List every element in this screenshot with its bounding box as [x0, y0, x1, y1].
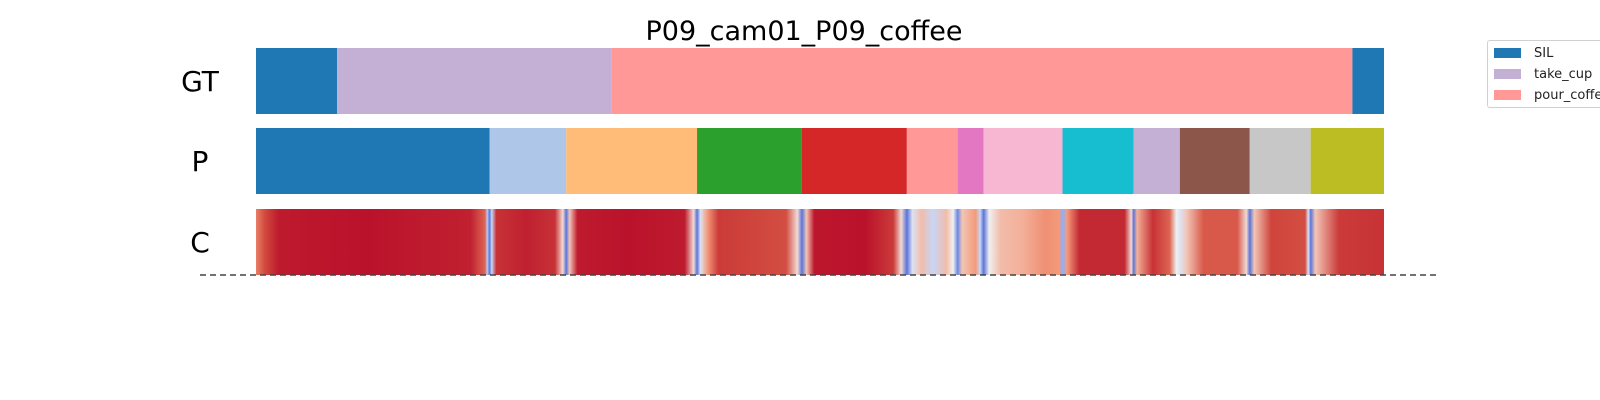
segment-gt-2: [611, 48, 1353, 114]
segment-p-11: [1249, 128, 1311, 194]
segment-p-5: [906, 128, 958, 194]
segment-gt-1: [337, 48, 612, 114]
segment-p-10: [1179, 128, 1250, 194]
segment-p-7: [983, 128, 1063, 194]
legend-label-sil: SIL: [1534, 45, 1554, 61]
segment-p-12: [1310, 128, 1384, 194]
segment-p-8: [1062, 128, 1134, 194]
chart-title: P09_cam01_P09_coffee: [645, 16, 962, 47]
segment-p-0: [256, 128, 490, 194]
legend-item-take-cup: take_cup: [1494, 64, 1592, 84]
segment-p-4: [801, 128, 907, 194]
legend: SIL take_cup pour_coffee: [1487, 40, 1600, 108]
confidence-strip: [256, 209, 1384, 275]
legend-swatch-take-cup: [1494, 69, 1521, 79]
row-label-c: C: [190, 226, 210, 259]
legend-label-pour-coffee: pour_coffee: [1534, 87, 1600, 103]
row-label-p: P: [192, 145, 209, 178]
segment-gt-0: [256, 48, 338, 114]
legend-swatch-pour-coffee: [1494, 90, 1521, 100]
legend-label-take-cup: take_cup: [1534, 66, 1593, 82]
legend-item-pour-coffee: pour_coffee: [1494, 85, 1600, 105]
segment-p-3: [697, 128, 802, 194]
segment-gt-3: [1352, 48, 1384, 114]
segment-p-1: [489, 128, 567, 194]
legend-item-sil: SIL: [1494, 43, 1553, 63]
segment-p-6: [957, 128, 984, 194]
segment-p-2: [566, 128, 698, 194]
segment-p-9: [1133, 128, 1180, 194]
chart-rows: GT P C: [181, 48, 1384, 275]
row-label-gt: GT: [181, 65, 220, 98]
legend-swatch-sil: [1494, 48, 1521, 58]
